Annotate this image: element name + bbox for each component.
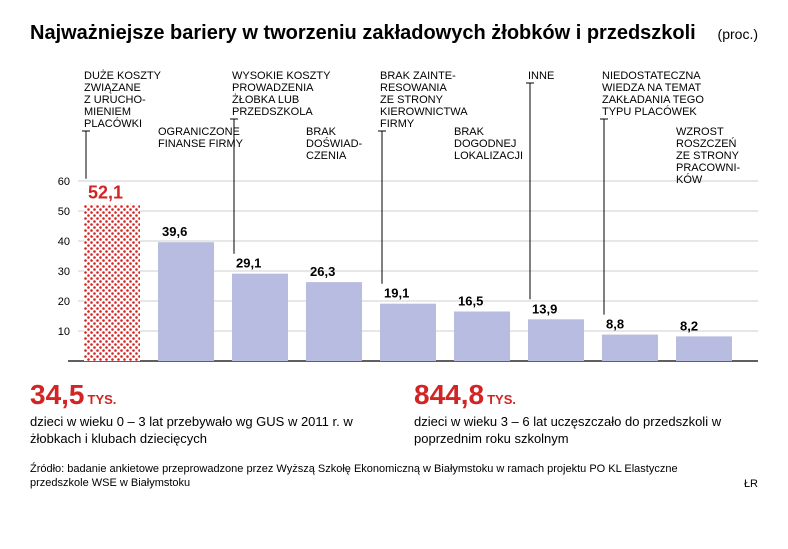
bar [454,312,510,362]
bar-category-label: WYSOKIE KOSZTYPROWADZENIAŻŁOBKA LUBPRZED… [232,70,331,118]
bar [232,274,288,361]
stats-row: 34,5TYS.dzieci w wieku 0 – 3 lat przebyw… [30,379,758,448]
bar-category-label: BRAKDOŚWIAD-CZENIA [306,126,363,162]
bar [676,336,732,361]
svg-text:20: 20 [58,296,70,308]
svg-text:40: 40 [58,236,70,248]
bar-category-label: BRAK ZAINTE-RESOWANIAZE STRONYKIEROWNICT… [380,70,468,130]
stat-block: 34,5TYS. dzieci w wieku 0 – 3 lat przebyw… [30,379,374,448]
bar-category-label: BRAKDOGODNEJLOKALIZACJI [454,126,523,162]
bar [306,282,362,361]
bar-category-label: WZROSTROSZCZEŃZE STRONYPRACOWNI-KÓW [676,126,741,186]
stat-unit: TYS. [487,392,516,407]
svg-text:10: 10 [58,326,70,338]
svg-text:30: 30 [58,266,70,278]
bar-value-label: 39,6 [162,224,187,239]
stat-text: dzieci w wieku 3 – 6 lat uczęszczało do … [414,414,758,448]
bar-value-label: 8,8 [606,317,624,332]
chart-title: Najważniejsze bariery w tworzeniu zakład… [30,22,696,45]
bar [602,335,658,361]
bar-value-label: 26,3 [310,264,335,279]
bar-value-label: 52,1 [88,183,123,203]
bar-value-label: 13,9 [532,301,557,316]
source-text: Źródło: badanie ankietowe przeprowadzone… [30,462,724,491]
bar-category-label: DUŻE KOSZTYZWIĄZANEZ URUCHO-MIENIEMPLACÓ… [84,69,162,130]
stat-number: 844,8 [414,379,484,410]
bar-value-label: 16,5 [458,294,483,309]
stat-number: 34,5 [30,379,85,410]
stat-text: dzieci w wieku 0 – 3 lat przebywało wg G… [30,414,374,448]
chart-unit: (proc.) [718,26,758,42]
svg-text:50: 50 [58,206,70,218]
bar-category-label: NIEDOSTATECZNAWIEDZA NA TEMATZAKŁADANIA … [602,70,704,118]
bar [528,319,584,361]
bar-category-label: INNE [528,70,554,82]
bar [380,304,436,361]
bar [84,205,140,361]
bar-value-label: 19,1 [384,286,409,301]
svg-text:60: 60 [58,176,70,188]
stat-unit: TYS. [88,392,117,407]
stat-block: 844,8TYS. dzieci w wieku 3 – 6 lat uczęsz… [414,379,758,448]
bar [158,242,214,361]
bar-value-label: 29,1 [236,256,261,271]
bar-value-label: 8,2 [680,318,698,333]
bar-chart: 10 20 30 40 50 60 52,1 DUŻE KOSZTYZWIĄZANEZ URU… [30,61,758,361]
signature: ŁR [744,478,758,490]
bar-category-label: OGRANICZONEFINANSE FIRMY [158,126,244,150]
